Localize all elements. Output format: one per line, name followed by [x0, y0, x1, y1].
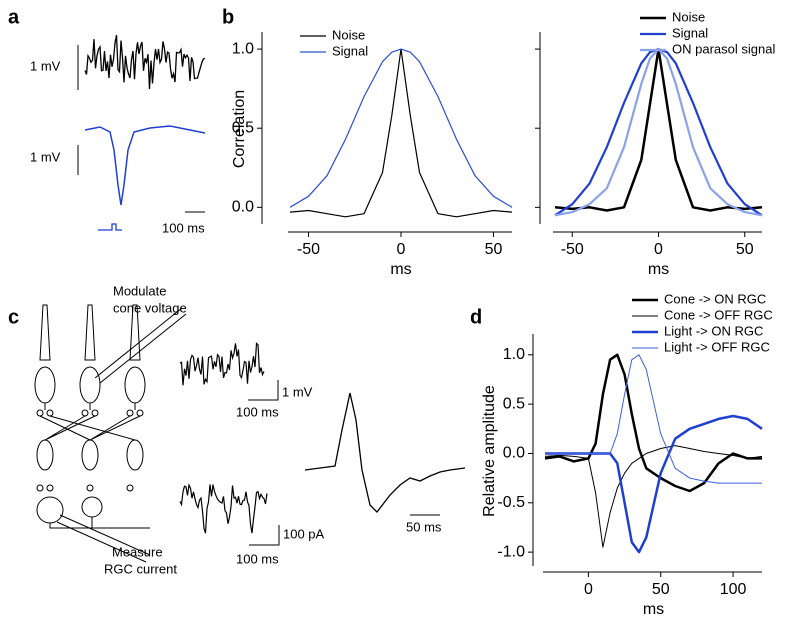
panel-a	[77, 34, 206, 231]
x-tick-label: -50	[297, 241, 320, 258]
legend-label: Noise	[332, 27, 365, 42]
legend-label: Light -> OFF RGC	[664, 339, 770, 354]
annotation: cone voltage	[113, 300, 187, 315]
panel-label: d	[470, 306, 482, 328]
y-tick-label: 1.0	[232, 40, 254, 57]
panel-label: c	[8, 306, 19, 328]
y-tick-label: 0.0	[503, 445, 525, 462]
series-line	[545, 354, 762, 484]
panel-label: a	[8, 6, 20, 28]
y-axis-label: Relative amplitude	[481, 385, 498, 517]
scale-label: 100 pA	[283, 526, 325, 541]
scale-label: 1 mV	[282, 384, 313, 399]
y-axis-label: Correlation	[231, 90, 248, 168]
stimulus	[98, 223, 122, 231]
x-tick-label: 0	[397, 241, 406, 258]
series-line	[545, 414, 763, 554]
legend-label: ON parasol signal	[672, 41, 775, 56]
x-tick-label: 0	[584, 581, 593, 598]
series-line	[289, 48, 513, 208]
y-tick-label: -0.5	[497, 494, 525, 511]
y-tick-label: 0.5	[503, 395, 525, 412]
legend-label: Signal	[332, 43, 368, 58]
scale-label: 100 ms	[162, 220, 205, 235]
legend-label: Light -> ON RGC	[664, 323, 763, 338]
scale-label: 100 ms	[236, 551, 279, 566]
x-axis-label: ms	[648, 261, 669, 278]
panel-label: b	[222, 6, 234, 28]
scale-label: 50 ms	[406, 519, 442, 534]
scale-label: 1 mV	[30, 58, 61, 73]
series-line	[554, 48, 763, 217]
series-line	[554, 48, 763, 217]
x-axis-label: ms	[390, 261, 411, 278]
legend-label: Cone -> ON RGC	[664, 291, 766, 306]
y-tick-label: 1.0	[503, 346, 525, 363]
annotation: Modulate	[113, 283, 166, 298]
series-line	[544, 353, 762, 493]
scale-label: 1 mV	[30, 149, 61, 164]
trace	[84, 125, 206, 206]
x-tick-label: 50	[736, 241, 754, 258]
y-tick-label: -1.0	[497, 543, 525, 560]
series-line	[544, 445, 763, 548]
x-tick-label: -50	[561, 241, 584, 258]
x-tick-label: 50	[485, 241, 503, 258]
legend-label: Cone -> OFF RGC	[664, 307, 773, 322]
trace	[84, 34, 206, 90]
annotation: Measure	[112, 544, 163, 559]
x-tick-label: 100	[720, 581, 747, 598]
retina-schematic	[34, 304, 466, 563]
x-tick-label: 0	[654, 241, 663, 258]
annotation: RGC current	[104, 561, 177, 576]
y-tick-label: 0.5	[232, 119, 254, 136]
scale-label: 100 ms	[236, 404, 279, 419]
y-tick-label: 0.0	[232, 199, 254, 216]
series-line	[289, 48, 513, 218]
x-tick-label: 50	[652, 581, 670, 598]
x-axis-label: ms	[643, 601, 664, 618]
legend-label: Noise	[672, 9, 705, 24]
legend-label: Signal	[672, 25, 708, 40]
